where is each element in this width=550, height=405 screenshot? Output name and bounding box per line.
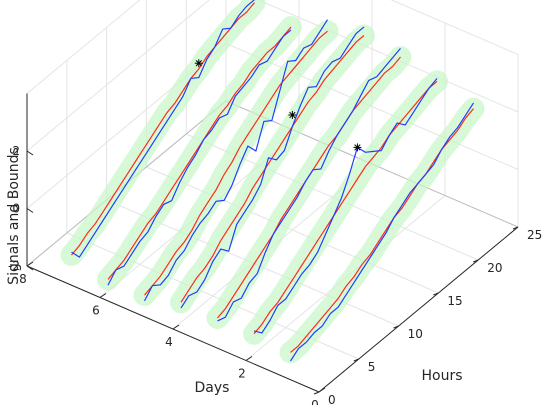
hours-tick-mark xyxy=(512,226,519,230)
value-tick-mark xyxy=(26,265,34,271)
hours-tick-mark xyxy=(433,292,439,296)
value-tick-label: -2 xyxy=(8,259,20,273)
fit-line-day-6 xyxy=(107,26,292,280)
signal-line-day-3 xyxy=(217,48,401,322)
hours-tick-label: 5 xyxy=(368,360,376,374)
hours-tick-mark xyxy=(473,259,479,263)
days-tick-mark xyxy=(318,387,326,393)
value-tick-label: 2 xyxy=(12,144,20,158)
peak-marker xyxy=(288,111,297,119)
hours-tick-label: 15 xyxy=(447,294,462,308)
signal-line-day-1 xyxy=(289,102,475,362)
y-axis-label: Days xyxy=(195,380,230,396)
fit-line-day-2 xyxy=(253,80,438,335)
days-tick-label: 2 xyxy=(238,367,246,381)
peak-marker-stroke xyxy=(195,60,202,67)
x-axis-label: Hours xyxy=(421,368,462,384)
hours-tick-label: 0 xyxy=(328,393,336,405)
hours-tick-label: 10 xyxy=(408,327,423,341)
peak-marker-stroke xyxy=(289,111,296,119)
signal-line-day-7 xyxy=(71,0,255,258)
days-tick-mark xyxy=(172,324,180,330)
hours-tick-mark xyxy=(393,325,399,329)
value-tick-mark xyxy=(26,208,34,213)
peak-marker-stroke xyxy=(354,144,361,151)
fit-line-day-5 xyxy=(144,30,328,296)
days-tick-label: 6 xyxy=(92,304,100,318)
peak-marker xyxy=(353,143,362,152)
peak-marker xyxy=(194,59,203,68)
z-axis-label: Signals and Bounds xyxy=(6,147,22,285)
hours-tick-mark xyxy=(353,358,359,362)
grid-line-value-right xyxy=(257,0,519,113)
fit-line-day-4 xyxy=(180,35,365,303)
grid-line-value-back xyxy=(26,0,210,152)
confidence-bands xyxy=(60,0,485,364)
hours-tick-label: 20 xyxy=(487,261,502,275)
hours-axis-line xyxy=(318,226,519,393)
days-tick-label: 4 xyxy=(165,335,173,349)
signal-line-day-6 xyxy=(107,29,292,286)
back-top-edge xyxy=(26,0,141,94)
value-tick-mark xyxy=(26,150,34,156)
days-tick-mark xyxy=(245,356,253,361)
right-top-edge xyxy=(390,0,519,55)
days-tick-mark xyxy=(99,293,107,298)
tick-labels: 0 5 10 15 20 25 0 2 4 6 8-2 0 2 xyxy=(8,144,542,405)
days-tick-mark xyxy=(26,261,34,267)
value-tick-label: 0 xyxy=(12,202,20,216)
hours-tick-label: 25 xyxy=(527,228,542,242)
days-tick-label: 0 xyxy=(311,398,319,405)
signal-line-day-2 xyxy=(253,78,438,334)
peak-markers xyxy=(194,59,362,152)
hours-tick-mark xyxy=(313,391,320,395)
days-tick-label: 8 xyxy=(19,272,27,286)
fit-line-day-7 xyxy=(71,2,255,256)
signal-line-day-4 xyxy=(180,26,365,309)
signal-line-day-5 xyxy=(143,19,329,302)
series-lines xyxy=(71,0,475,362)
grid-line-value-right xyxy=(225,43,519,170)
